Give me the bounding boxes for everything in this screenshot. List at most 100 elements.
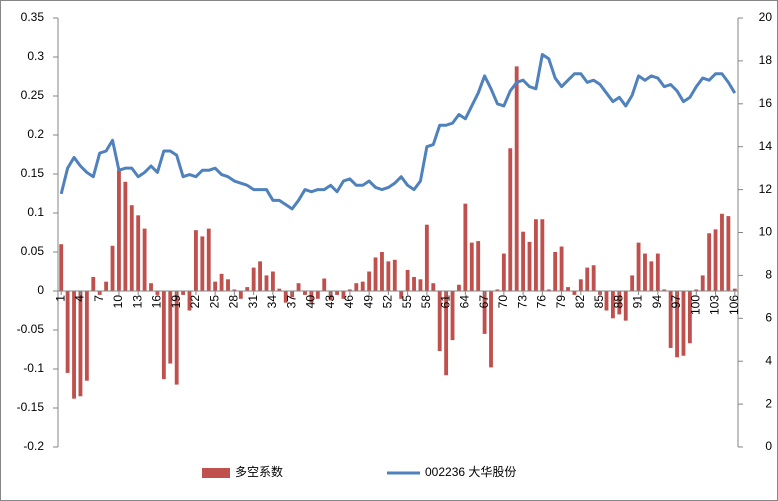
bar [309, 291, 314, 303]
bar [328, 291, 333, 301]
x-tick-label: 25 [207, 295, 221, 309]
x-tick-label: 82 [573, 295, 587, 309]
y2-tick-label: 20 [759, 10, 773, 24]
x-tick-label: 22 [188, 295, 202, 309]
x-tick-label: 70 [496, 295, 510, 309]
bar [161, 291, 166, 380]
y-tick-label: -0.1 [23, 361, 44, 375]
x-tick-label: 49 [361, 295, 375, 309]
bar [200, 236, 205, 291]
bar [687, 291, 692, 344]
x-tick-label: 106 [727, 295, 741, 315]
bar [149, 283, 153, 291]
bar [424, 224, 429, 291]
bar [283, 291, 288, 303]
y-tick-label: -0.05 [17, 322, 45, 336]
y-tick-label: 0.25 [21, 88, 45, 102]
bar [226, 279, 230, 291]
bar [418, 279, 423, 291]
x-tick-label: 97 [669, 295, 683, 309]
bar [546, 289, 551, 291]
bar [129, 205, 134, 291]
bar [341, 291, 346, 299]
bar [386, 261, 391, 291]
y2-tick-label: 16 [759, 96, 773, 110]
y-tick-label: 0.3 [27, 49, 44, 63]
bar [495, 289, 500, 291]
bar [707, 233, 712, 291]
bar [373, 257, 378, 291]
bar [117, 170, 121, 291]
bar [476, 241, 481, 291]
bar [713, 229, 718, 291]
bar [720, 213, 724, 291]
bar [412, 276, 416, 291]
bar [405, 269, 410, 291]
y2-tick-label: 10 [759, 225, 773, 239]
y-tick-label: -0.2 [23, 439, 44, 453]
y-tick-label: 0.15 [21, 166, 45, 180]
bar [392, 259, 397, 291]
bar [91, 276, 96, 291]
x-tick-label: 88 [611, 295, 625, 309]
bar [514, 66, 519, 291]
bar [457, 284, 461, 291]
bar [431, 283, 436, 291]
bar [354, 283, 359, 291]
bar [508, 148, 513, 291]
x-tick-label: 40 [304, 295, 318, 309]
bar [181, 291, 186, 295]
bar [238, 291, 243, 299]
x-tick-label: 58 [419, 295, 433, 309]
bar [482, 291, 487, 334]
y2-tick-label: 18 [759, 53, 773, 67]
bar [444, 291, 449, 376]
y2-tick-label: 8 [765, 268, 772, 282]
bar [219, 273, 224, 291]
bar [206, 228, 211, 291]
bar [174, 291, 179, 385]
bar [585, 267, 590, 291]
bar [489, 291, 493, 368]
bar [335, 291, 339, 295]
x-tick-label: 100 [688, 295, 702, 315]
x-tick-label: 79 [554, 295, 568, 309]
bar [142, 228, 147, 291]
bar [623, 291, 628, 321]
bar [527, 241, 532, 291]
bar [245, 287, 250, 291]
bar [78, 291, 83, 397]
bar [566, 287, 570, 291]
x-tick-label: 4 [73, 295, 87, 302]
x-tick-label: 1 [53, 295, 67, 302]
bar [732, 288, 737, 291]
y2-tick-label: 14 [759, 139, 773, 153]
legend-label: 多空系数 [235, 464, 283, 479]
x-tick-label: 91 [631, 295, 645, 309]
bar [303, 291, 307, 295]
bar [501, 253, 506, 291]
x-tick-label: 94 [650, 295, 664, 309]
bar [194, 230, 198, 291]
bar [258, 261, 262, 291]
x-tick-label: 46 [342, 295, 356, 309]
bar [270, 271, 275, 291]
y-tick-label: 0 [37, 283, 44, 297]
bar [123, 181, 128, 291]
bar [380, 252, 384, 291]
legend-swatch [202, 468, 230, 478]
bar [655, 253, 660, 291]
bar [610, 291, 615, 319]
bar [437, 291, 442, 352]
bar [296, 283, 301, 291]
bar [463, 203, 468, 291]
x-tick-label: 7 [92, 295, 106, 302]
bar [700, 275, 705, 291]
bar [213, 281, 218, 291]
bar [604, 291, 609, 311]
bar [649, 261, 654, 291]
bar [681, 291, 686, 356]
x-tick-label: 10 [111, 295, 125, 309]
x-tick-label: 55 [400, 295, 414, 309]
x-tick-label: 85 [592, 295, 606, 309]
